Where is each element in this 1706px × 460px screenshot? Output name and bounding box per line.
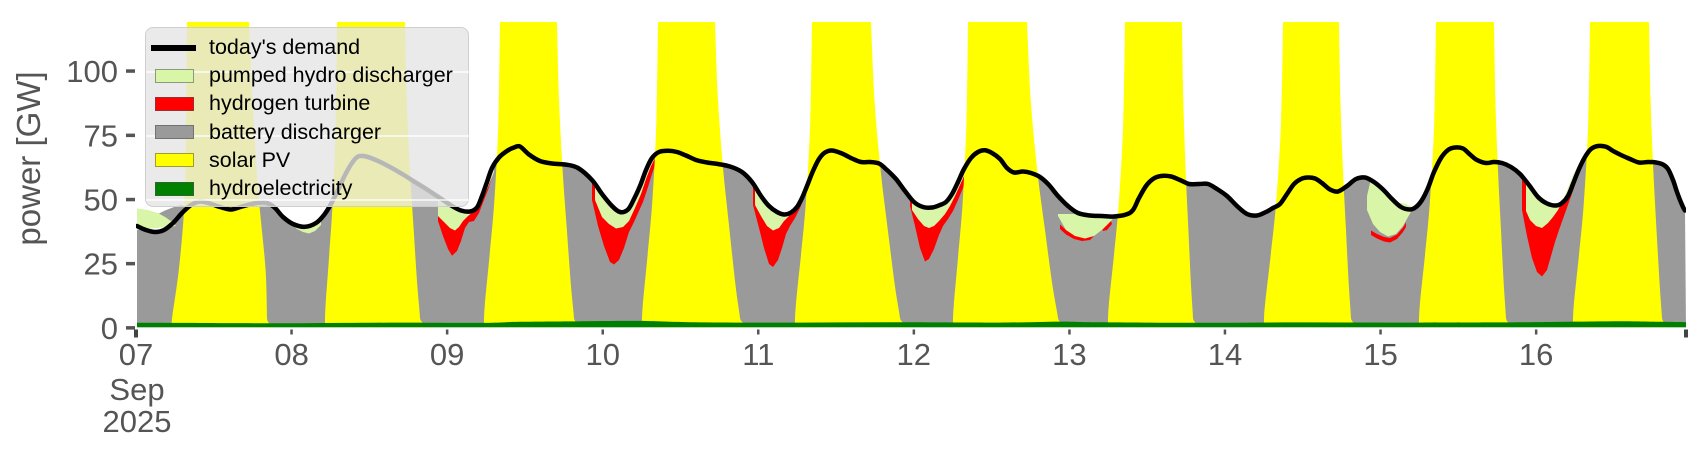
svg-text:15: 15 (1363, 337, 1397, 372)
svg-text:08: 08 (274, 337, 308, 372)
svg-text:14: 14 (1208, 337, 1242, 372)
svg-text:75: 75 (84, 118, 118, 153)
svg-text:25: 25 (84, 247, 118, 282)
svg-text:10: 10 (585, 337, 619, 372)
svg-text:12: 12 (897, 337, 931, 372)
svg-text:power [GW]: power [GW] (10, 71, 47, 245)
svg-text:2025: 2025 (103, 404, 172, 439)
svg-text:50: 50 (84, 183, 118, 218)
svg-text:13: 13 (1052, 337, 1086, 372)
svg-text:11: 11 (742, 337, 774, 372)
svg-text:16: 16 (1519, 337, 1553, 372)
svg-text:Sep: Sep (109, 372, 164, 407)
svg-text:100: 100 (66, 54, 118, 89)
svg-text:07: 07 (119, 337, 153, 372)
svg-text:0: 0 (101, 311, 118, 346)
svg-text:09: 09 (430, 337, 464, 372)
